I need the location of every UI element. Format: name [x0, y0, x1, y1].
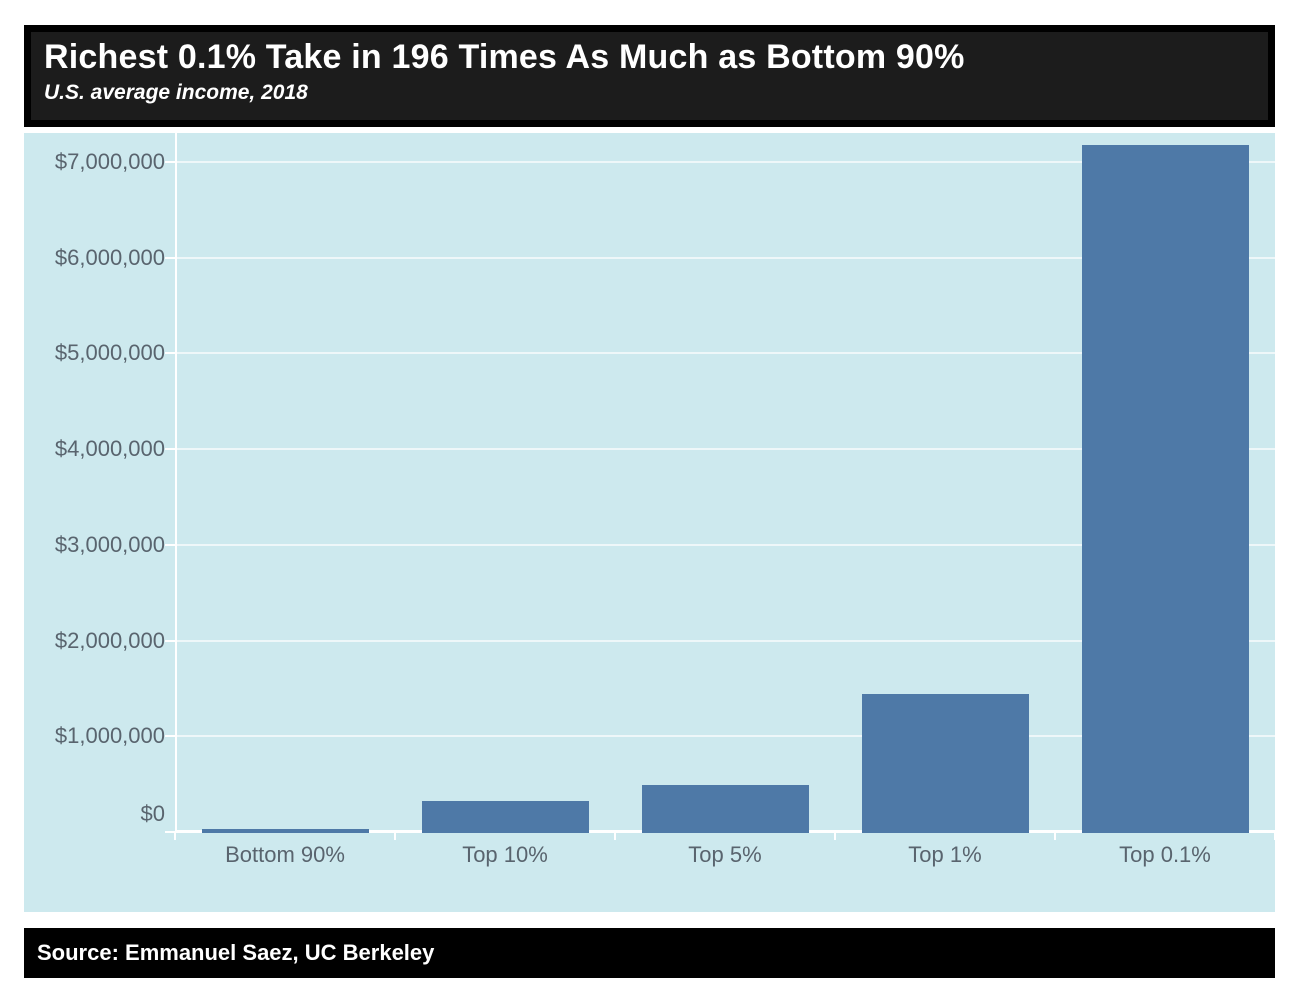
grid-line: [175, 161, 1275, 163]
grid-line: [175, 735, 1275, 738]
bar-top-5: [642, 785, 809, 833]
grid-line: [175, 448, 1275, 451]
bar-chart-plot-area: $0 $1,000,000 $2,000,000 $3,000,000 $4,000,0…: [24, 133, 1275, 912]
grid-line: [175, 543, 1275, 546]
y-axis-tick: [165, 831, 176, 833]
source-text: Source: Emmanuel Saez, UC Berkeley: [37, 940, 435, 965]
x-axis-tick: [394, 833, 396, 840]
bar-top-10: [422, 801, 589, 833]
grid-line: [175, 256, 1275, 259]
y-axis-tick: [165, 735, 176, 738]
source-band: Source: Emmanuel Saez, UC Berkeley: [24, 928, 1275, 978]
x-label-top-1: Top 1%: [908, 842, 982, 867]
x-label-top-0-1: Top 0.1%: [1119, 842, 1211, 867]
y-axis-tick: [165, 161, 176, 163]
bar-bottom-90: [202, 829, 369, 833]
x-axis-tick: [614, 833, 616, 840]
y-axis-tick: [165, 256, 176, 259]
chart-title: Richest 0.1% Take in 196 Times As Much a…: [44, 38, 965, 76]
y-axis-tick: [165, 448, 176, 451]
y-axis-tick: [165, 639, 176, 642]
y-tick-label: $1,000,000: [54, 723, 165, 749]
grid-line: [175, 639, 1275, 642]
chart-title-band: Richest 0.1% Take in 196 Times As Much a…: [24, 25, 1275, 127]
x-label-top-10: Top 10%: [462, 842, 548, 867]
bar-top-0-1: [1082, 145, 1249, 833]
x-axis-tick: [1274, 833, 1275, 840]
y-tick-label: $2,000,000: [54, 627, 165, 653]
grid-line: [175, 352, 1275, 355]
bar-top-1: [862, 694, 1029, 833]
x-label-bottom-90: Bottom 90%: [225, 842, 345, 867]
statista-chart-figure: Richest 0.1% Take in 196 Times As Much a…: [24, 25, 1275, 978]
y-axis-tick: [165, 543, 176, 546]
y-tick-label: $5,000,000: [54, 340, 165, 366]
y-tick-label: $6,000,000: [54, 244, 165, 270]
x-axis-tick: [174, 833, 176, 840]
y-axis-tick: [165, 352, 176, 355]
y-axis-line: [175, 133, 177, 833]
x-label-top-5: Top 5%: [688, 842, 762, 867]
y-tick-label: $3,000,000: [54, 531, 165, 557]
y-tick-label: $7,000,000: [54, 149, 165, 174]
y-tick-label: $4,000,000: [54, 436, 165, 462]
x-axis-tick: [1054, 833, 1056, 840]
x-axis-tick: [834, 833, 836, 840]
y-tick-label: $0: [140, 801, 165, 826]
chart-subtitle: U.S. average income, 2018: [44, 81, 308, 104]
